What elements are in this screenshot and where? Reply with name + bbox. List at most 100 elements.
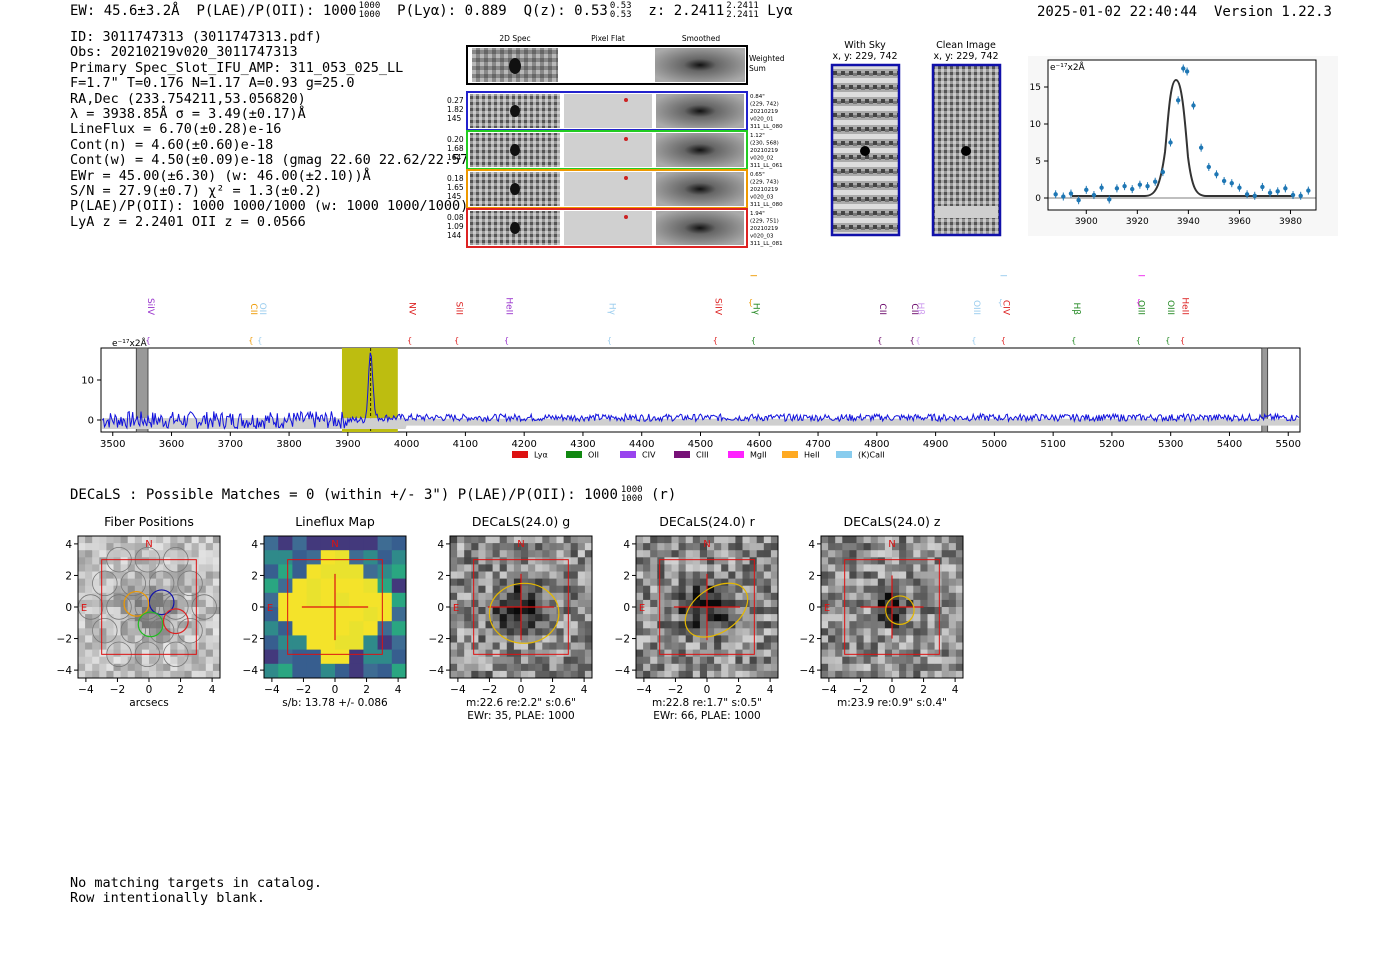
qz-sub: 0.53	[609, 10, 632, 20]
stamp-right-info: (230, 568)	[750, 141, 779, 147]
spectrum-x-tick: 3500	[100, 439, 125, 450]
plya-value: P(Lyα): 0.889	[397, 3, 507, 19]
compass-east: E	[639, 603, 645, 614]
aperture-ellipse	[488, 582, 560, 644]
svg-text:{: {	[1136, 336, 1141, 345]
stamp-left-stat: 145	[447, 192, 462, 201]
axis-y-tick: 4	[623, 539, 630, 551]
stamp-left-stat: 1.65	[447, 183, 464, 192]
axis-y-tick: −4	[243, 665, 259, 677]
aperture-ellipse	[885, 595, 915, 625]
axis-y-tick: 2	[808, 570, 815, 582]
emission-line-label: SiIV	[712, 298, 722, 316]
panel-caption: m:22.8 re:1.7" s:0.5"	[652, 697, 762, 709]
emission-line-label: OII	[257, 303, 267, 315]
axis-y-tick: 0	[65, 602, 72, 614]
legend-label: CIII	[696, 451, 709, 460]
compass-north: N	[888, 539, 895, 550]
panel-caption: EWr: 66, PLAE: 1000	[653, 710, 760, 722]
axis-y-tick: 4	[251, 539, 258, 551]
emission-line-label: HeII	[504, 297, 514, 315]
spectrum-x-tick: 4300	[570, 439, 595, 450]
stamp-right-info: 311_LL_081	[750, 241, 783, 247]
legend-label: Lyα	[534, 451, 548, 460]
line-id: Lyα	[767, 3, 793, 19]
fiber-circle	[134, 594, 161, 620]
spectrum-x-tick: 4700	[805, 439, 830, 450]
info-radec: RA,Dec (233.754211,53.056820)	[70, 90, 306, 107]
decals-r-panel: DECaLS(24.0) r N E −4 −4 −2 −2 0 0 2 2 4 4 m:22.8 re:…	[615, 514, 779, 722]
fiber-circle	[92, 570, 118, 597]
spectrum-x-tick: 3900	[335, 439, 360, 450]
timestamp: 2025-01-02 22:40:44	[1036, 4, 1198, 20]
axis-x-tick: −2	[296, 684, 311, 696]
cutout-image	[450, 536, 593, 679]
legend-label: OII	[588, 451, 599, 460]
panel-caption: EWr: 35, PLAE: 1000	[467, 710, 574, 722]
header-right: 2025-01-02 22:40:44 Version 1.22.3	[1037, 4, 1332, 20]
legend-swatch	[836, 451, 852, 458]
emission-line-label: OIII	[971, 300, 981, 315]
stamp-right-info: 20210219	[750, 148, 778, 154]
spectrum-x-tick: 5000	[982, 439, 1007, 450]
search-box	[287, 559, 383, 655]
emission-line-label: SiII	[454, 301, 464, 315]
legend-swatch	[782, 451, 798, 458]
spectrum-y-tick: 10	[81, 376, 94, 387]
stamp-left-stat: 164	[447, 153, 462, 162]
plae-value: P(LAE)/P(OII): 1000	[196, 3, 357, 19]
decals-sub: 1000	[620, 494, 643, 504]
axis-y-tick: 0	[251, 602, 258, 614]
spectrum-unit-label: e⁻¹⁷x2Å	[112, 337, 148, 349]
fit-y-tick: 10	[1030, 120, 1042, 130]
legend-label: MgII	[750, 451, 767, 460]
emission-line-label: OIII	[997, 275, 1007, 277]
spectrum-x-tick: 4200	[511, 439, 536, 450]
with-sky-coords: x, y: 229, 742	[832, 51, 897, 62]
masked-region	[135, 347, 149, 433]
compass-north: N	[331, 539, 338, 550]
legend-swatch	[674, 451, 690, 458]
col-header-smoothed: Smoothed	[682, 34, 721, 43]
stamp-right-info: v020_02	[750, 156, 774, 162]
spectrum-x-tick: 5100	[1040, 439, 1065, 450]
fiber-circle	[177, 570, 203, 597]
emission-line-label: CII	[877, 303, 887, 315]
axis-y-tick: 2	[623, 570, 630, 582]
stamp-right-info: v020_03	[750, 195, 774, 201]
spectrum-x-tick: 3600	[159, 439, 184, 450]
aperture-ellipse	[684, 582, 749, 638]
full-spectrum-chart: SiIV{CII{OII{NV{SiII{HeII{Hγ{SiIV{CIII{H…	[81, 275, 1301, 460]
axis-y-tick: 4	[437, 539, 444, 551]
compass-east: E	[267, 603, 273, 614]
panel-title: DECaLS(24.0) z	[844, 514, 941, 529]
cutout-image	[821, 536, 964, 679]
stamp-left-stat: 0.18	[447, 174, 464, 183]
axis-x-tick: −2	[668, 684, 683, 696]
axis-y-tick: 0	[623, 602, 630, 614]
stamp-right-info: 1.12"	[750, 133, 765, 139]
stamp-left-stat: 0.20	[447, 135, 464, 144]
compass-north: N	[703, 539, 710, 550]
axis-y-tick: −2	[243, 634, 258, 646]
emission-line-label: CII	[909, 303, 919, 315]
emission-line-label: CIII	[748, 275, 758, 277]
svg-text:{: {	[607, 336, 612, 345]
svg-text:{: {	[1136, 298, 1141, 307]
stamp-right-info: (229, 742)	[750, 102, 779, 108]
compass-east: E	[81, 603, 87, 614]
fit-unit-label: e⁻¹⁷x2Å	[1050, 61, 1086, 73]
axis-y-tick: −4	[615, 665, 631, 677]
legend-swatch	[620, 451, 636, 458]
fiber-positions-panel: Fiber Positions N E −4 −4 −2 −2 0 0 2 2 4 4 arcsecs	[57, 514, 221, 709]
axis-x-tick: 4	[767, 684, 774, 696]
stamp-right-info: 20210219	[750, 109, 778, 115]
panel-title: Lineflux Map	[295, 514, 375, 529]
fit-x-tick: 3980	[1279, 217, 1302, 227]
clean-image-title: Clean Image	[936, 40, 996, 51]
stamp-left-stat: 1.09	[447, 222, 464, 231]
cutout-image	[77, 536, 221, 679]
axis-x-tick: −4	[636, 684, 652, 696]
search-box	[473, 559, 569, 655]
